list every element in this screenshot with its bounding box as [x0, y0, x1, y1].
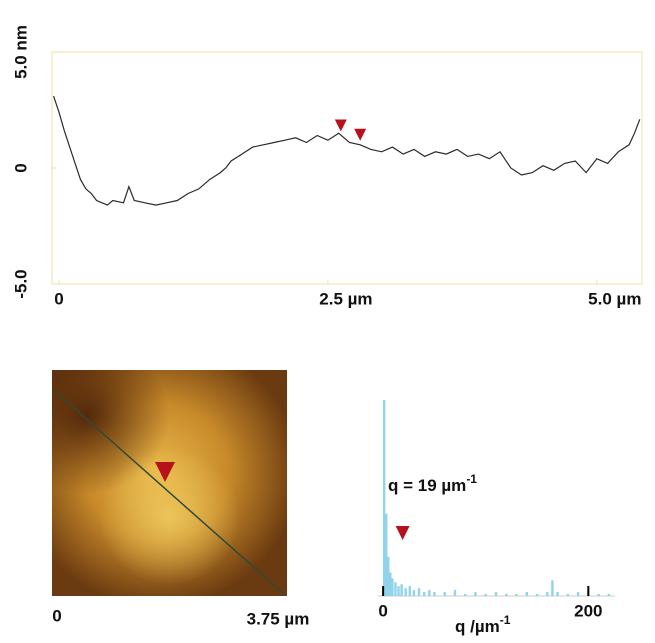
- x-tick-label: 2.5 µm: [319, 289, 372, 308]
- spectrum-bar: [546, 592, 549, 596]
- spectrum-bar: [576, 592, 580, 596]
- spectrum-bar: [556, 592, 559, 596]
- spectrum-bar: [400, 584, 403, 596]
- section-marker: [334, 119, 347, 132]
- spectrum-bar: [535, 594, 539, 596]
- spectrum-bar: [433, 592, 436, 596]
- spectrum-bar: [484, 594, 487, 596]
- spectrum-bar: [443, 592, 446, 596]
- section-marker: [354, 128, 367, 141]
- section-line: [55, 391, 285, 595]
- x-label-text: q /µm: [455, 617, 500, 636]
- q-marker: [395, 526, 410, 540]
- spectrum-bar: [389, 572, 392, 596]
- spectrum-bar: [404, 588, 407, 596]
- image-x-end: 3.75 µm: [247, 609, 310, 628]
- spectrum-bar: [551, 580, 554, 596]
- spectrum-bar: [397, 586, 400, 596]
- spectrum-bar: [494, 592, 498, 596]
- spectrum-bar: [408, 586, 412, 596]
- spectrum-bar: [385, 513, 388, 596]
- image-marker: [155, 462, 175, 482]
- image-x-start: 0: [52, 606, 61, 625]
- spectrum-bar: [394, 582, 397, 596]
- spectrum-bar: [453, 590, 457, 596]
- spectrum-bar: [422, 592, 426, 596]
- x-axis-label: q /µm-1: [455, 613, 511, 636]
- annotation-text: q = 19 µm: [388, 476, 466, 495]
- x-tick-label: 5.0 µm: [588, 289, 641, 308]
- plot-frame: [51, 51, 643, 285]
- spectrum-bar: [566, 594, 570, 596]
- x-tick-label: 200: [574, 601, 602, 620]
- spectrum-bar: [428, 590, 431, 596]
- y-tick-label: 0: [11, 163, 30, 172]
- annotation: q = 19 µm-1: [388, 472, 477, 495]
- x-tick-label: 0: [54, 289, 63, 308]
- spectrum-bar: [474, 592, 477, 596]
- afm-image: 0 3.75 µm: [52, 370, 309, 628]
- annotation-sup: -1: [466, 472, 477, 486]
- spectrum-bar: [597, 594, 600, 596]
- afm-highlight: [52, 370, 287, 596]
- y-tick-label: -5.0: [11, 269, 30, 298]
- spectrum-bar: [417, 588, 421, 596]
- spectrum-bar: [525, 592, 528, 596]
- spectrum-bar: [607, 594, 611, 596]
- x-label-sup: -1: [500, 613, 511, 627]
- y-tick-label: 5.0 nm: [11, 25, 30, 79]
- spectrum-bar: [464, 594, 467, 596]
- spectrum-bar: [382, 400, 386, 596]
- spectrum-bar: [391, 578, 394, 596]
- x-tick-label: 0: [378, 601, 387, 620]
- spectrum-bar: [412, 590, 416, 596]
- profile-line: [53, 95, 641, 206]
- spectrum-bar: [505, 594, 508, 596]
- spectrum-bar: [515, 594, 518, 596]
- spectrum-bar: [387, 556, 390, 596]
